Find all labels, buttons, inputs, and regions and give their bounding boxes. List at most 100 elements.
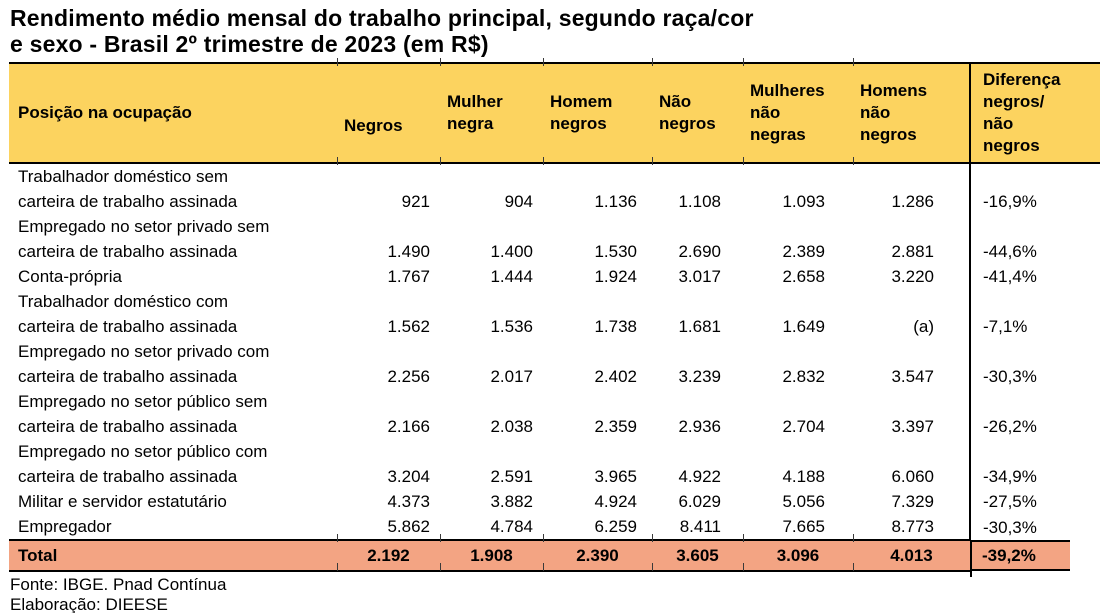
gridline-tick — [853, 58, 854, 66]
row-label: Empregado no setor privado com carteira … — [18, 342, 270, 386]
col-header-nao-negros: Não negros — [652, 62, 743, 164]
income-table-wrapper: Posição na ocupação Negros Mulher negra … — [9, 58, 1100, 577]
diff-cell: -26,2% — [969, 389, 1100, 439]
gridline-tick — [743, 58, 744, 66]
income-table: Posição na ocupação Negros Mulher negra … — [9, 62, 1100, 572]
value-cell: 2.402 — [594, 367, 637, 386]
table-row: Empregado no setor público sem carteira … — [9, 389, 1100, 439]
table-row: Empregado no setor privado com carteira … — [9, 339, 1100, 389]
header-row: Posição na ocupação Negros Mulher negra … — [9, 62, 1100, 164]
value-cell: 3.017 — [678, 267, 721, 286]
value-cell: 2.038 — [490, 417, 533, 436]
value-cell: 5.862 — [387, 517, 430, 536]
table-row: Trabalhador doméstico com carteira de tr… — [9, 289, 1100, 339]
gridline-tick — [853, 157, 854, 165]
col-header-mulheres-nao-negras: Mulheres não negras — [743, 62, 853, 164]
gridline-tick — [440, 58, 441, 66]
col-header-homens-nao-negros: Homens não negros — [853, 62, 970, 164]
total-value-cell: 3.096 — [743, 539, 853, 572]
gridline-tick — [337, 563, 338, 571]
value-cell: 1.400 — [490, 242, 533, 261]
value-cell: 2.359 — [594, 417, 637, 436]
value-cell: 1.530 — [594, 242, 637, 261]
diff-cell: -41,4% — [969, 264, 1100, 289]
gridline-tick — [543, 534, 544, 542]
diff-cell: -34,9% — [969, 439, 1100, 489]
gridline-tick — [743, 534, 744, 542]
total-row: Total 2.192 1.908 2.390 3.605 3.096 4.01… — [9, 539, 1100, 572]
value-cell: 1.767 — [387, 267, 430, 286]
value-cell: 7.665 — [782, 517, 825, 536]
table-footer: Fonte: IBGE. Pnad Contínua Elaboração: D… — [10, 575, 1110, 613]
value-cell: 6.259 — [594, 517, 637, 536]
table-row: Empregado no setor privado sem carteira … — [9, 214, 1100, 264]
value-cell: 1.649 — [782, 317, 825, 336]
table-row: Empregado no setor público com carteira … — [9, 439, 1100, 489]
value-cell: 2.658 — [782, 267, 825, 286]
value-cell: 4.373 — [387, 492, 430, 511]
value-cell: 2.690 — [678, 242, 721, 261]
gridline-tick — [543, 563, 544, 571]
diff-cell: -27,5% — [969, 489, 1100, 514]
value-cell: 3.397 — [891, 417, 934, 436]
value-cell: 3.220 — [891, 267, 934, 286]
total-value-cell: 2.390 — [543, 539, 652, 572]
value-cell: 1.924 — [594, 267, 637, 286]
value-cell: 8.773 — [891, 517, 934, 536]
col-header-negros: Negros — [337, 62, 440, 164]
total-label: Total — [9, 539, 337, 572]
col-header-diferenca-negros-nao-negros: Diferença negros/ não negros — [969, 62, 1100, 164]
total-diff-value: -39,2% — [982, 546, 1036, 565]
value-cell: 5.056 — [782, 492, 825, 511]
row-label: Trabalhador doméstico com carteira de tr… — [18, 292, 238, 336]
value-cell: 4.188 — [782, 467, 825, 486]
value-cell: 1.738 — [594, 317, 637, 336]
value-cell: 2.936 — [678, 417, 721, 436]
gridline-tick — [652, 563, 653, 571]
value-cell: 3.239 — [678, 367, 721, 386]
total-value-cell: 3.605 — [652, 539, 743, 572]
row-label: Empregado no setor público sem carteira … — [18, 392, 268, 436]
col-header-posicao-na-ocupacao: Posição na ocupação — [9, 62, 337, 164]
gridline-tick — [440, 534, 441, 542]
value-cell: 2.832 — [782, 367, 825, 386]
value-cell: 1.444 — [490, 267, 533, 286]
diff-cell: -7,1% — [969, 289, 1100, 339]
value-cell: 921 — [401, 192, 430, 211]
value-cell: 3.882 — [490, 492, 533, 511]
col-header-mulher-negra: Mulher negra — [440, 62, 543, 164]
row-label: Empregado no setor público com carteira … — [18, 442, 268, 486]
row-label: Militar e servidor estatutário — [18, 492, 227, 511]
value-cell: 4.784 — [490, 517, 533, 536]
elaboration-note: Elaboração: DIEESE — [10, 595, 168, 613]
value-cell: 1.536 — [490, 317, 533, 336]
diff-cell: -30,3% — [969, 339, 1100, 389]
table-row: Militar e servidor estatutário 4.373 3.8… — [9, 489, 1100, 514]
gridline-tick — [543, 58, 544, 66]
value-cell: 4.924 — [594, 492, 637, 511]
source-note: Fonte: IBGE. Pnad Contínua — [10, 575, 227, 594]
gridline-tick — [337, 534, 338, 542]
value-cell: 2.256 — [387, 367, 430, 386]
value-cell: 8.411 — [679, 517, 721, 536]
value-cell: 2.591 — [490, 467, 533, 486]
gridline-tick — [743, 563, 744, 571]
gridline-tick — [743, 157, 744, 165]
value-cell: 3.204 — [387, 467, 430, 486]
gridline-tick — [652, 534, 653, 542]
value-cell: 4.922 — [678, 467, 721, 486]
total-value-cell: 4.013 — [853, 539, 970, 572]
value-cell: 1.136 — [594, 192, 637, 211]
diff-cell: -30,3% — [969, 514, 1100, 540]
value-cell: (a) — [913, 317, 934, 336]
value-cell: 1.562 — [387, 317, 430, 336]
total-value-cell: 1.908 — [440, 539, 543, 572]
gridline-tick — [853, 563, 854, 571]
value-cell: 2.017 — [490, 367, 533, 386]
row-label: Conta-própria — [18, 267, 122, 286]
diff-cell: -16,9% — [969, 163, 1100, 214]
gridline-tick — [652, 58, 653, 66]
row-label: Empregador — [18, 517, 112, 536]
value-cell: 1.093 — [782, 192, 825, 211]
